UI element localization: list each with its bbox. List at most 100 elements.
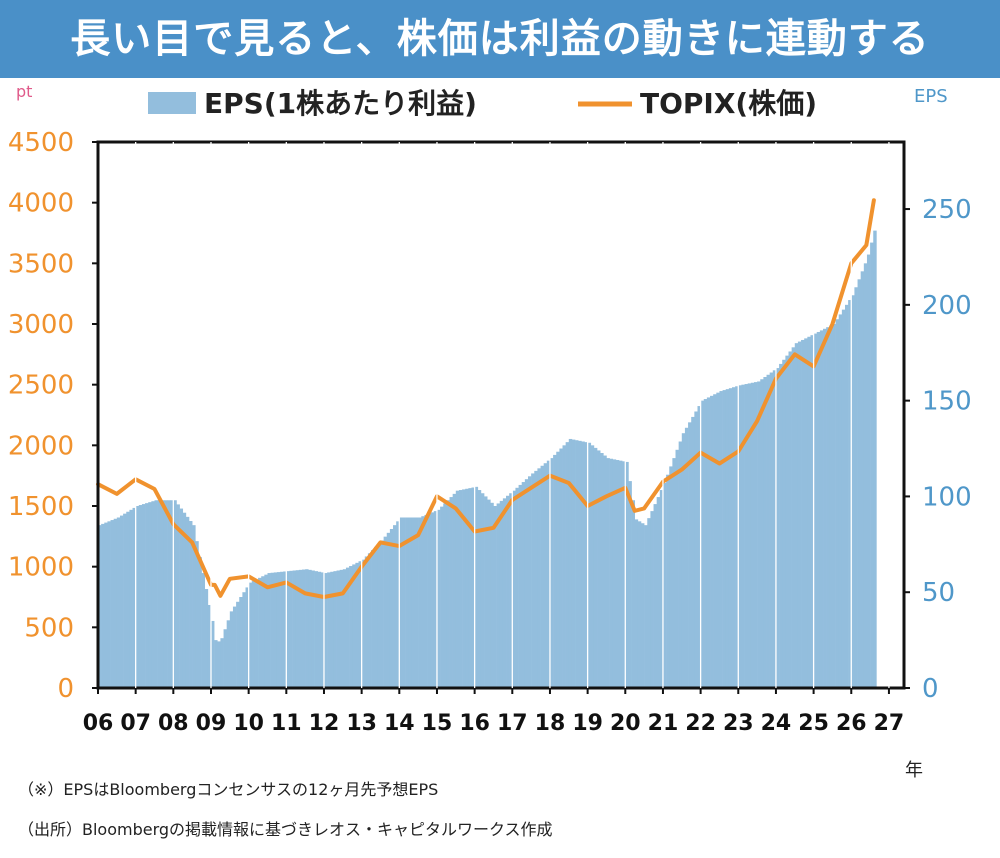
eps-bar [371, 550, 375, 688]
eps-bar [490, 502, 494, 688]
eps-bar [207, 604, 212, 688]
legend-eps-swatch [148, 92, 196, 114]
eps-bar [863, 263, 868, 688]
eps-bar [625, 461, 629, 688]
x-tick-label: 17 [497, 711, 528, 736]
eps-bar [697, 406, 701, 688]
eps-bar [405, 517, 410, 688]
eps-bar [311, 570, 315, 688]
eps-bar [433, 511, 438, 688]
eps-bar [270, 572, 275, 688]
eps-bar [675, 449, 679, 688]
eps-bar [603, 455, 607, 688]
x-tick-label: 11 [271, 711, 302, 736]
eps-bar [361, 559, 366, 688]
eps-bars [98, 230, 877, 689]
eps-bar [396, 521, 400, 688]
eps-bar [201, 573, 206, 688]
eps-bar [766, 374, 770, 688]
eps-bar [684, 427, 689, 688]
eps-bar [163, 500, 168, 688]
eps-bar [597, 450, 601, 688]
eps-bar [672, 458, 676, 688]
eps-bar [179, 508, 184, 688]
eps-bar [804, 338, 808, 688]
eps-bar [549, 458, 554, 688]
eps-bar [355, 562, 359, 688]
eps-bar [110, 520, 114, 688]
eps-bar [302, 569, 306, 688]
eps-bar [735, 386, 739, 688]
eps-bar [741, 384, 745, 688]
eps-bar [292, 570, 297, 688]
eps-bar [866, 254, 871, 689]
footnote-eps: （※）EPSはBloombergコンセンサスの12ヶ月先予想EPS [18, 780, 439, 799]
eps-bar [848, 300, 852, 688]
eps-bar [813, 333, 818, 688]
eps-bar [276, 572, 281, 688]
eps-bar [349, 566, 353, 688]
eps-bar [794, 343, 799, 688]
eps-bar [659, 490, 664, 688]
eps-bar [317, 571, 322, 688]
left-tick-label: 1500 [8, 492, 74, 522]
eps-bar [389, 528, 394, 688]
eps-bar [465, 488, 469, 688]
eps-bar [788, 351, 792, 688]
eps-bar [662, 483, 667, 688]
eps-bar [220, 638, 224, 688]
eps-bar [399, 517, 403, 688]
x-tick-label: 19 [572, 711, 603, 736]
eps-bar [823, 328, 827, 688]
left-tick-label: 500 [24, 613, 74, 643]
x-tick-label: 07 [120, 711, 151, 736]
eps-bar [496, 503, 501, 688]
eps-bar [198, 557, 202, 688]
eps-bar [612, 459, 617, 688]
eps-bar [801, 339, 805, 688]
eps-bar [226, 620, 231, 688]
eps-bar [145, 503, 149, 688]
eps-bar [782, 359, 786, 688]
eps-bar [524, 479, 529, 688]
x-tick-label: 18 [535, 711, 566, 736]
eps-bar [342, 569, 347, 688]
left-tick-label: 3500 [8, 249, 74, 279]
eps-bar [471, 487, 475, 688]
eps-bar [854, 287, 858, 688]
eps-bar [217, 641, 221, 688]
eps-bar [750, 382, 755, 688]
eps-bar [345, 567, 350, 688]
eps-bar [706, 397, 711, 688]
eps-bar [826, 327, 830, 688]
eps-bar [185, 516, 190, 688]
eps-bar [452, 493, 457, 688]
eps-bar [455, 490, 460, 688]
eps-bar [575, 440, 579, 688]
eps-bar [119, 515, 124, 688]
eps-bar [280, 571, 284, 688]
eps-bar [484, 496, 488, 688]
page-title: 長い目で見ると、株価は利益の動きに連動する [0, 0, 1000, 78]
eps-bar [336, 570, 340, 688]
eps-bar [870, 242, 874, 688]
eps-bar [411, 517, 416, 688]
eps-bar [593, 447, 598, 688]
vertical-gridlines [135, 142, 890, 688]
eps-bar [772, 370, 777, 688]
eps-bar [104, 522, 108, 688]
eps-bar [421, 516, 425, 688]
eps-bar [113, 518, 118, 688]
eps-bar [462, 489, 466, 688]
eps-bar [446, 500, 450, 688]
eps-bar [637, 521, 642, 688]
eps-bar [374, 546, 378, 688]
eps-bar [647, 518, 651, 688]
eps-bar [367, 553, 372, 688]
eps-bar [650, 511, 654, 688]
eps-bar [135, 506, 140, 688]
eps-bar [713, 394, 717, 688]
eps-bar [141, 504, 146, 688]
eps-bar [738, 385, 742, 688]
